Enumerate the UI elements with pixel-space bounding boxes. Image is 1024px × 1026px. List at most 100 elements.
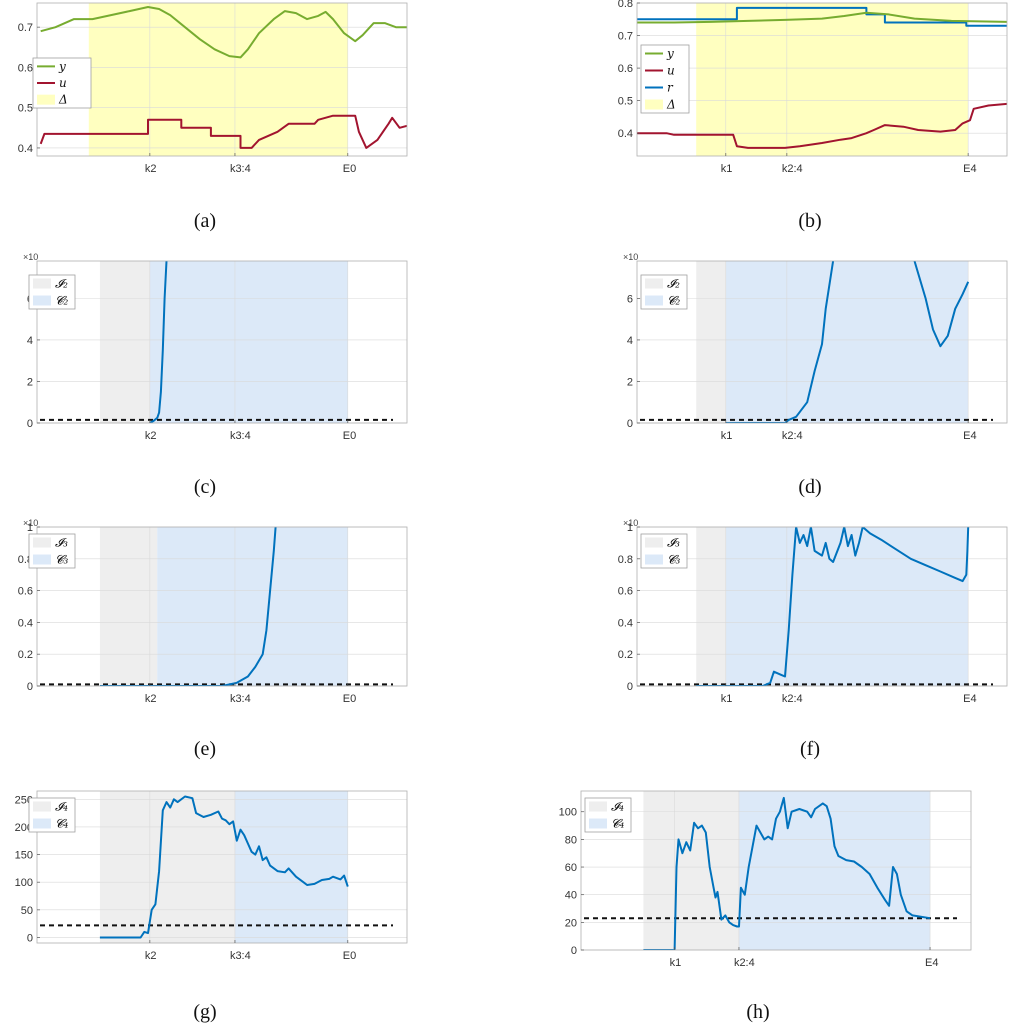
shaded-region-I3 [99, 527, 158, 686]
shaded-region-C2 [149, 261, 348, 423]
series-line-0 [149, 261, 168, 423]
x-tick-label: k3:4 [230, 693, 251, 705]
x-tick-label: E0 [343, 163, 356, 175]
series-line-y [637, 11, 1007, 24]
y-tick-label: 0 [27, 418, 33, 430]
legend-swatch-Δ [645, 99, 663, 110]
x-tick-label: E0 [343, 693, 356, 705]
y-tick-label: 0.5 [618, 96, 633, 108]
y-tick-label: 0.4 [18, 143, 33, 155]
series-line-0 [99, 795, 349, 939]
legend-swatch-C2 [33, 295, 51, 306]
y-tick-label: 0 [627, 418, 633, 430]
legend-swatch-Δ [37, 94, 55, 105]
y-tick-label: 0 [571, 945, 577, 957]
y-tick-label: 0.6 [618, 63, 633, 75]
y-tick-label: 0.4 [18, 617, 33, 629]
panel-label: (a) [194, 210, 216, 232]
x-tick-label: E0 [343, 950, 356, 962]
shaded-region-I2 [99, 261, 150, 423]
y-tick-label: 0.8 [618, 554, 633, 566]
shaded-region-C3 [725, 527, 969, 686]
legend-label-I4: 𝓘₄ [611, 800, 624, 814]
x-tick-label: E4 [963, 163, 976, 175]
legend-label-I4: 𝓘₄ [55, 800, 68, 814]
legend-label-Δ: Δ [666, 98, 676, 112]
y-tick-label: 0.5 [18, 103, 33, 115]
y-tick-label: 4 [627, 335, 633, 347]
shaded-region-C4 [738, 791, 931, 950]
legend-swatch-C2 [645, 295, 663, 306]
legend-label-r: r [667, 81, 674, 95]
series-line-0 [99, 527, 277, 686]
y-tick-label: 0.7 [18, 22, 33, 34]
shaded-region-C3 [157, 527, 348, 686]
y-tick-label: 4 [27, 335, 33, 347]
legend-label-I3: 𝓘₃ [667, 536, 680, 550]
chart-panel-f: 0 0.2 0.4 0.6 0.8 1×10 k1 k2:4 E4 𝓘₃ 𝓒₃ (f) [618, 518, 1008, 760]
legend-swatch-I3 [645, 537, 663, 548]
series-line-y [40, 6, 407, 59]
x-tick-label: E4 [963, 693, 976, 705]
axes-frame [636, 2, 1008, 157]
legend-swatch-I2 [33, 278, 51, 289]
y-tick-label: 40 [565, 890, 577, 902]
y-tick-label: 0.6 [18, 586, 33, 598]
y-tick-label: 250 [15, 794, 33, 806]
x-tick-label: k1 [721, 693, 733, 705]
y-tick-label: 2 [27, 376, 33, 388]
legend-label-Δ: Δ [58, 93, 68, 107]
y-tick-label: 100 [15, 877, 33, 889]
y-tick-label: 0.6 [18, 62, 33, 74]
series-line-1 [913, 261, 970, 348]
legend-label-C2: 𝓒₂ [55, 294, 68, 308]
shaded-region-I2 [696, 261, 726, 423]
legend-label-C4: 𝓒₄ [611, 817, 624, 831]
legend-label-y: y [58, 59, 66, 73]
legend-swatch-C3 [645, 554, 663, 565]
axes-frame [36, 260, 408, 424]
x-tick-label: k1 [721, 430, 733, 442]
y-tick-label: 200 [15, 822, 33, 834]
series-line-u [637, 102, 1007, 149]
panel-label: (b) [798, 210, 821, 232]
legend-label-y: y [666, 47, 674, 61]
y-tick-label: 0 [27, 932, 33, 944]
x-tick-label: k2:4 [782, 693, 803, 705]
y-tick-label: 50 [21, 905, 33, 917]
legend-swatch-C4 [589, 818, 607, 829]
x-tick-label: k3:4 [230, 950, 251, 962]
series-line-0 [725, 261, 835, 423]
x-tick-label: k2:4 [734, 957, 755, 969]
y-exponent-label: ×10 [23, 518, 38, 528]
legend-swatch-I4 [589, 801, 607, 812]
shaded-region-I4 [643, 791, 739, 950]
series-line-0 [643, 796, 931, 950]
y-tick-label: 0.4 [618, 617, 633, 629]
shaded-region-Δ [88, 3, 348, 156]
axes-frame [580, 790, 972, 951]
chart-panel-h: 0 20 40 60 80 100 k1 k2:4 E4 𝓘₄ 𝓒₄ (h) [559, 790, 972, 1023]
panel-label: (e) [194, 738, 216, 760]
legend-label-u: u [667, 64, 675, 78]
panel-label: (d) [798, 476, 821, 498]
x-tick-label: k2:4 [782, 163, 803, 175]
legend-swatch-I4 [33, 801, 51, 812]
y-tick-label: 6 [627, 293, 633, 305]
x-tick-label: k2 [145, 693, 157, 705]
chart-panel-d: 0 2 4 6 ×10 k1 k2:4 E4 𝓘₂ 𝓒₂ (d) [623, 252, 1008, 498]
x-tick-label: k2:4 [782, 430, 803, 442]
y-tick-label: 0.8 [618, 0, 633, 10]
shaded-region-C4 [234, 791, 348, 943]
y-tick-label: 0.7 [618, 31, 633, 43]
chart-panel-g: 0 50 100 150 200 250 k2 k3:4 E0 𝓘₄ 𝓒₄ (g) [15, 790, 408, 1023]
legend-swatch-C4 [33, 818, 51, 829]
legend-label-I2: 𝓘₂ [55, 277, 68, 291]
y-tick-label: 0.6 [618, 586, 633, 598]
x-tick-label: k3:4 [230, 163, 251, 175]
axes-frame [636, 260, 1008, 424]
chart-panel-a: 0.4 0.5 0.6 0.7 k2 k3:4 E0 yuΔ (a) [18, 2, 408, 232]
